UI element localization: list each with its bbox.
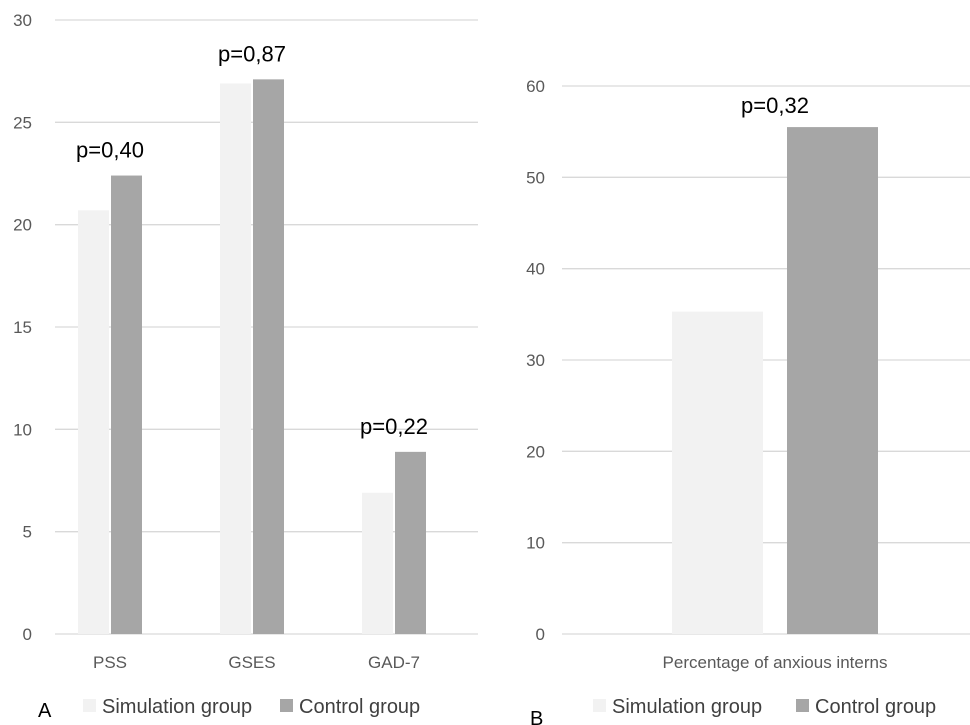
bar-simulation: [672, 311, 763, 634]
panel-a-y-axis: 0 5 10 15 20 25 30: [13, 11, 32, 644]
p-value-label: p=0,40: [76, 138, 144, 163]
legend-label: Control group: [299, 696, 420, 718]
panel-b-y-axis: 0 10 20 30 40 50 60: [526, 77, 545, 644]
panel-b-x-axis: Percentage of anxious interns: [663, 653, 888, 672]
legend-label: Simulation group: [102, 696, 252, 718]
panel-b-annotations: p=0,32: [741, 93, 809, 118]
bar-control: [253, 79, 284, 634]
bar-control: [395, 451, 426, 634]
panel-a-legend: Simulation group Control group: [83, 696, 420, 718]
legend-swatch: [83, 699, 96, 712]
y-tick-label: 15: [13, 318, 32, 337]
bar-simulation: [220, 83, 251, 635]
y-tick-label: 0: [536, 625, 545, 644]
panel-b-gridlines: [562, 85, 970, 635]
y-tick-label: 60: [526, 77, 545, 96]
panel-a-bars: [78, 79, 426, 635]
x-tick-label: PSS: [93, 653, 127, 672]
legend-swatch: [796, 699, 809, 712]
y-tick-label: 50: [526, 168, 545, 187]
panel-a-label: A: [38, 700, 52, 722]
y-tick-label: 10: [526, 534, 545, 553]
p-value-label: p=0,87: [218, 41, 286, 66]
y-tick-label: 30: [13, 11, 32, 30]
bar-control: [787, 127, 878, 634]
bar-control: [111, 175, 142, 634]
p-value-label: p=0,32: [741, 93, 809, 118]
y-tick-label: 20: [526, 442, 545, 461]
legend-label: Simulation group: [612, 696, 762, 718]
legend-swatch: [593, 699, 606, 712]
panel-a-annotations: p=0,40 p=0,87 p=0,22: [76, 41, 428, 438]
x-tick-label: Percentage of anxious interns: [663, 653, 888, 672]
y-tick-label: 40: [526, 260, 545, 279]
y-tick-label: 5: [23, 523, 32, 542]
y-tick-label: 10: [13, 420, 32, 439]
x-tick-label: GSES: [228, 653, 275, 672]
panel-b-legend: Simulation group Control group: [593, 696, 936, 718]
panel-b-label: B: [530, 708, 543, 725]
x-tick-label: GAD-7: [368, 653, 420, 672]
panel-a-x-axis: PSS GSES GAD-7: [93, 653, 420, 672]
y-tick-label: 30: [526, 351, 545, 370]
panel-b-chart: 0 10 20 30 40 50 60 Percentage of anxious inte…: [526, 77, 970, 725]
panel-b-bars: [672, 127, 878, 634]
y-tick-label: 20: [13, 216, 32, 235]
p-value-label: p=0,22: [360, 414, 428, 439]
bar-simulation: [362, 492, 393, 634]
bar-simulation: [78, 210, 109, 634]
legend-swatch: [280, 699, 293, 712]
y-tick-label: 25: [13, 113, 32, 132]
y-tick-label: 0: [23, 625, 32, 644]
legend-label: Control group: [815, 696, 936, 718]
